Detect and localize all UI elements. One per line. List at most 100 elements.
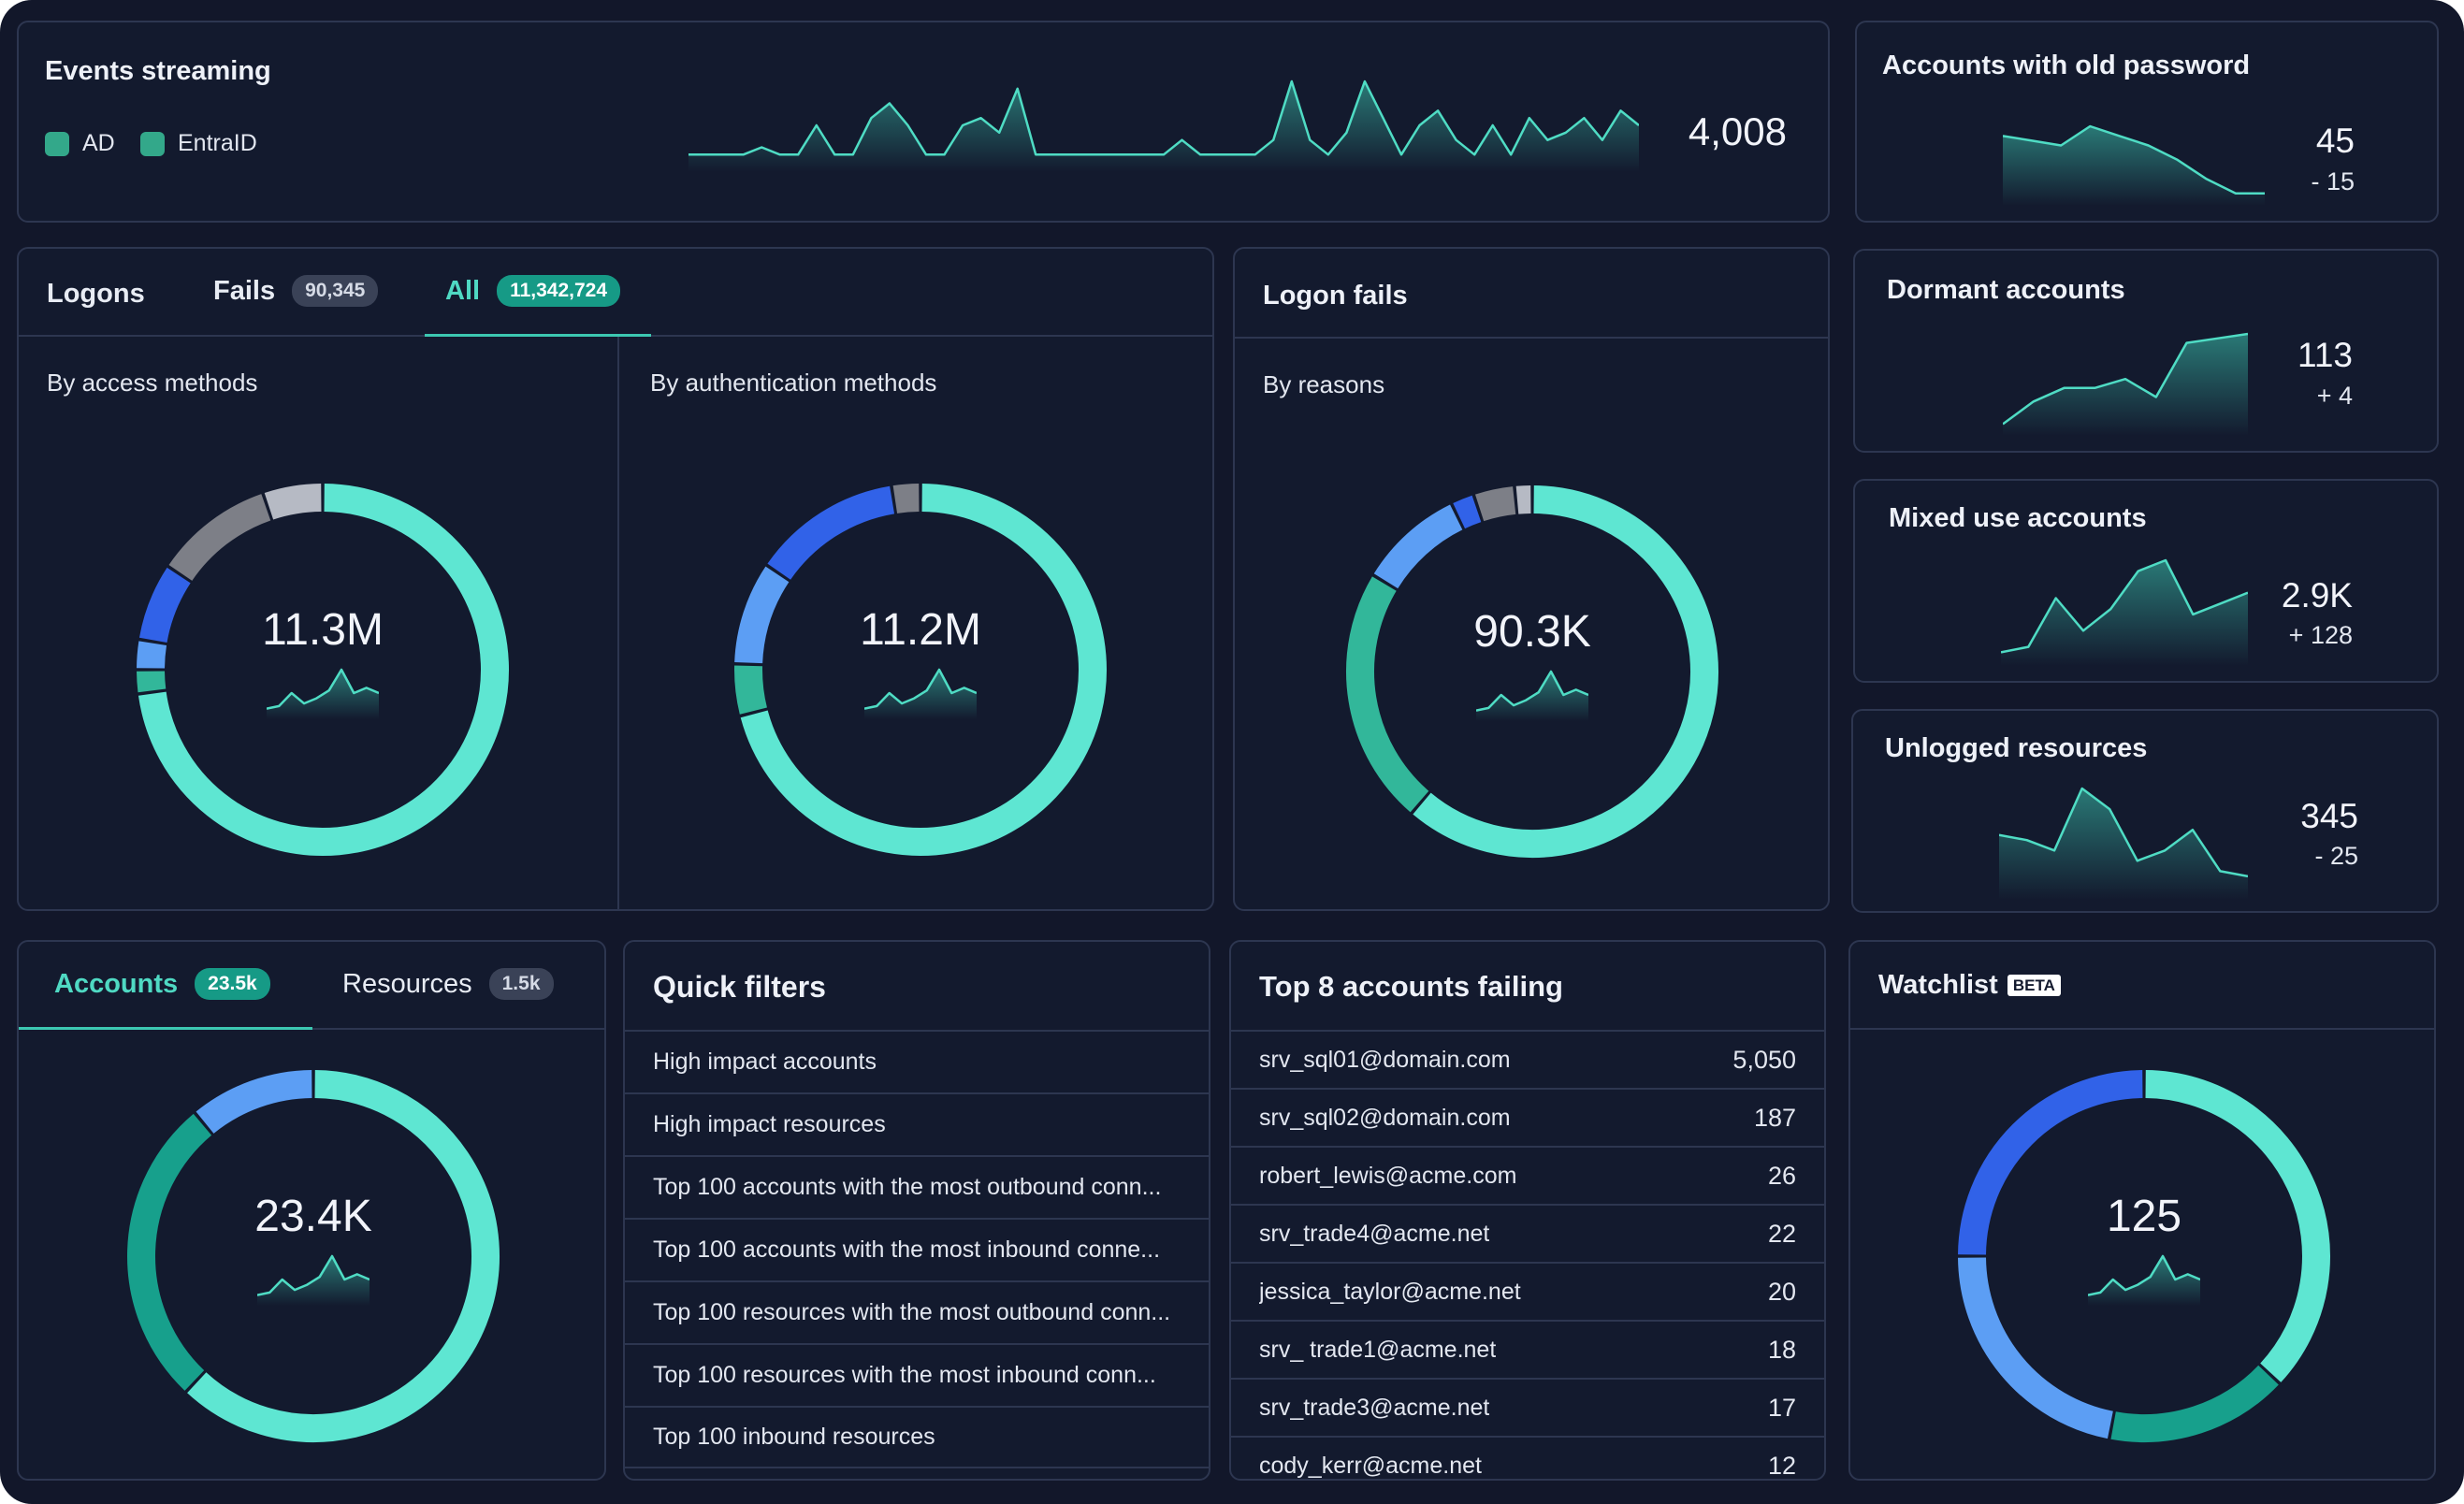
mixed-use-accounts-value: 2.9K bbox=[2281, 576, 2353, 615]
tab-logons[interactable]: Logons bbox=[47, 279, 145, 310]
table-row[interactable]: cody_kerr@acme.net 12 bbox=[1231, 1436, 1824, 1479]
legend-ad[interactable]: AD bbox=[45, 130, 115, 157]
access-methods-donut[interactable] bbox=[136, 483, 510, 857]
account-email: srv_trade4@acme.net bbox=[1259, 1220, 1490, 1247]
events-streaming-value: 4,008 bbox=[1688, 109, 1787, 153]
table-row[interactable]: srv_sql02@domain.com 187 bbox=[1231, 1088, 1824, 1146]
dormant-accounts-title: Dormant accounts bbox=[1887, 275, 2125, 305]
logon-fails-title: Logon fails bbox=[1263, 281, 1408, 311]
donut-segment[interactable] bbox=[2110, 1365, 2279, 1442]
donut-segment[interactable] bbox=[138, 484, 509, 856]
donut-segment[interactable] bbox=[168, 494, 271, 582]
events-streaming-title: Events streaming bbox=[45, 56, 271, 86]
donut-segment[interactable] bbox=[127, 1113, 212, 1391]
tab-accounts-label: Accounts bbox=[54, 968, 179, 999]
quick-filter-item[interactable]: High impact accounts bbox=[625, 1030, 1209, 1092]
donut-segment[interactable] bbox=[1958, 1070, 2143, 1255]
mixed-use-accounts-delta: + 128 bbox=[2288, 621, 2353, 649]
donut-segment[interactable] bbox=[187, 1070, 500, 1442]
old-password-sparkline bbox=[2003, 124, 2265, 206]
watchlist-mini-sparkline bbox=[2087, 1254, 2201, 1306]
donut-segment[interactable] bbox=[734, 665, 768, 715]
quick-filter-item[interactable]: Top 100 resources with the most inbound … bbox=[625, 1343, 1209, 1406]
dormant-accounts-card[interactable]: Dormant accounts 113 + 4 bbox=[1853, 249, 2439, 453]
sparkline-line bbox=[863, 668, 978, 710]
auth-methods-center: 11.2M bbox=[827, 604, 1014, 724]
donut-segment[interactable] bbox=[767, 485, 895, 580]
sparkline-line bbox=[266, 668, 380, 710]
quick-filter-item[interactable]: High impact resources bbox=[625, 1092, 1209, 1155]
donut-segment[interactable] bbox=[137, 671, 167, 693]
sparkline-line bbox=[1475, 670, 1589, 712]
donut-segment[interactable] bbox=[196, 1070, 312, 1135]
quick-filter-item[interactable]: Top 100 resources with the most outbound… bbox=[625, 1280, 1209, 1343]
table-row[interactable]: jessica_taylor@acme.net 20 bbox=[1231, 1262, 1824, 1320]
accounts-center: 23.4K bbox=[220, 1191, 407, 1310]
access-methods-mini-sparkline bbox=[266, 668, 380, 719]
accounts-donut[interactable] bbox=[126, 1069, 500, 1443]
tab-resources[interactable]: Resources 1.5k bbox=[342, 968, 554, 1000]
tab-logons-label: Logons bbox=[47, 279, 145, 309]
logon-fails-donut[interactable] bbox=[1345, 484, 1719, 859]
donut-segment[interactable] bbox=[734, 566, 790, 664]
sparkline-line bbox=[256, 1254, 370, 1296]
auth-methods-donut[interactable] bbox=[733, 483, 1108, 857]
legend-swatch-ad bbox=[45, 131, 69, 156]
watchlist-donut[interactable] bbox=[1957, 1069, 2331, 1443]
table-row[interactable]: srv_trade3@acme.net 17 bbox=[1231, 1378, 1824, 1436]
access-methods-subtitle: By access methods bbox=[47, 369, 258, 397]
tab-fails[interactable]: Fails 90,345 bbox=[213, 275, 379, 307]
mixed-use-accounts-sparkline bbox=[2001, 558, 2248, 666]
legend-entraid[interactable]: EntraID bbox=[140, 130, 257, 157]
donut-segment[interactable] bbox=[1346, 576, 1429, 813]
quick-filter-item[interactable]: Top 100 inbound resources bbox=[625, 1406, 1209, 1468]
quick-filters-title: Quick filters bbox=[653, 970, 826, 1004]
fail-count: 20 bbox=[1767, 1277, 1796, 1306]
donut-segment[interactable] bbox=[137, 641, 167, 669]
tab-all-label: All bbox=[445, 275, 481, 306]
tab-all[interactable]: All 11,342,724 bbox=[445, 275, 621, 307]
sparkline-line bbox=[1999, 787, 2248, 878]
access-methods-value: 11.3M bbox=[262, 605, 384, 655]
donut-segment[interactable] bbox=[138, 567, 191, 644]
logon-fails-center: 90.3K bbox=[1439, 606, 1626, 726]
watchlist-value: 125 bbox=[2106, 1192, 2182, 1241]
quick-filter-label: Top 100 inbound resources bbox=[653, 1424, 935, 1450]
old-password-card[interactable]: Accounts with old password 45 - 15 bbox=[1855, 21, 2439, 223]
donut-segment[interactable] bbox=[264, 484, 322, 520]
donut-segment[interactable] bbox=[1515, 485, 1531, 514]
accounts-value: 23.4K bbox=[254, 1192, 372, 1241]
fail-count: 17 bbox=[1767, 1393, 1796, 1422]
table-row[interactable]: robert_lewis@acme.com 26 bbox=[1231, 1146, 1824, 1204]
dormant-accounts-sparkline bbox=[2003, 332, 2248, 436]
legend-swatch-entraid bbox=[140, 131, 165, 156]
logon-fails-card: Logon fails By reasons 90.3K bbox=[1233, 247, 1830, 911]
quick-filter-label: Top 100 accounts with the most inbound c… bbox=[653, 1236, 1161, 1263]
tab-fails-label: Fails bbox=[213, 275, 276, 306]
sparkline-area bbox=[2001, 560, 2248, 666]
donut-segment[interactable] bbox=[892, 484, 920, 513]
tab-accounts[interactable]: Accounts 23.5k bbox=[54, 968, 270, 1000]
watchlist-divider bbox=[1850, 1028, 2434, 1030]
donut-segment[interactable] bbox=[2145, 1070, 2330, 1382]
unlogged-resources-card[interactable]: Unlogged resources 345 - 25 bbox=[1851, 709, 2439, 913]
sparkline-area bbox=[2003, 334, 2248, 436]
donut-segment[interactable] bbox=[1453, 495, 1482, 529]
mixed-use-accounts-card[interactable]: Mixed use accounts 2.9K + 128 bbox=[1853, 479, 2439, 683]
table-row[interactable]: srv_ trade1@acme.net 18 bbox=[1231, 1320, 1824, 1378]
table-row[interactable]: srv_sql01@domain.com 5,050 bbox=[1231, 1030, 1824, 1088]
quick-filter-item[interactable]: Top 100 accounts with the most inbound c… bbox=[625, 1218, 1209, 1280]
top-failing-title: Top 8 accounts failing bbox=[1259, 970, 1563, 1003]
quick-filter-label: High impact resources bbox=[653, 1111, 886, 1137]
fail-count: 5,050 bbox=[1732, 1045, 1796, 1074]
tab-accounts-count: 23.5k bbox=[195, 968, 270, 1000]
logon-fails-divider bbox=[1235, 337, 1828, 339]
donut-segment[interactable] bbox=[1413, 485, 1718, 858]
donut-segment[interactable] bbox=[740, 484, 1107, 856]
quick-filter-item[interactable]: Top 100 accounts with the most outbound … bbox=[625, 1155, 1209, 1218]
donut-segment[interactable] bbox=[1373, 504, 1463, 589]
donut-segment[interactable] bbox=[1474, 486, 1516, 522]
table-row[interactable]: srv_trade4@acme.net 22 bbox=[1231, 1204, 1824, 1262]
donut-segment[interactable] bbox=[1958, 1257, 2114, 1439]
